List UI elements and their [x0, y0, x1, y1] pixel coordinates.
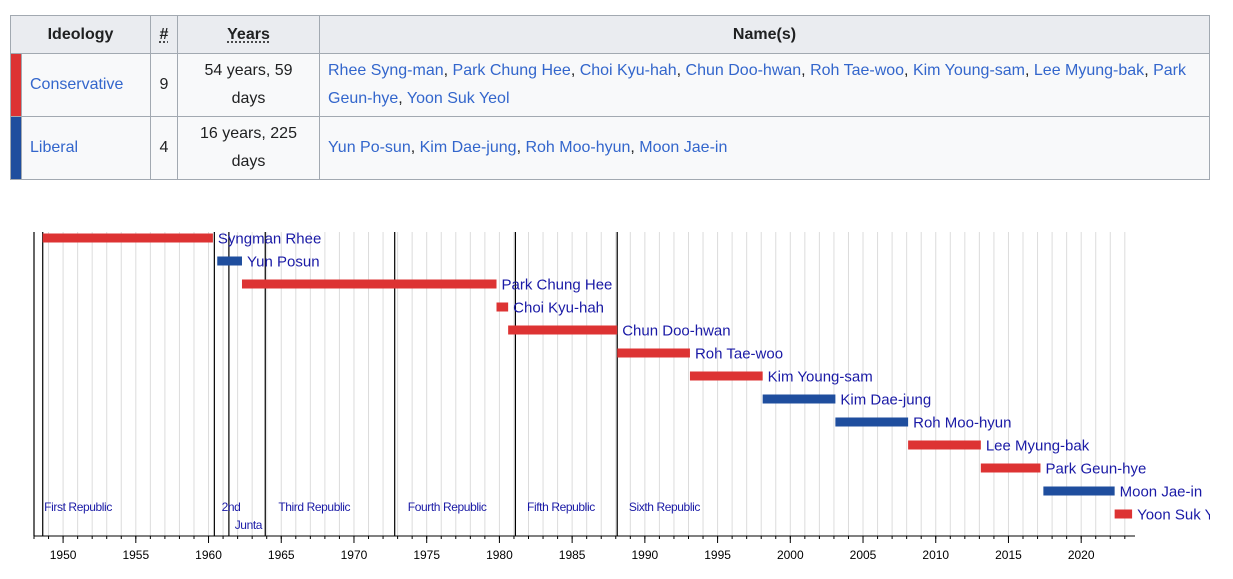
- era-label: 2nd: [222, 500, 241, 514]
- president-name-label: Yun Posun: [247, 254, 320, 271]
- presidents-timeline-chart: 1950 1955 1960 1965 1970 1975 1980 1985 1990 1995…: [33, 231, 1233, 562]
- era-label: Fifth Republic: [527, 500, 595, 514]
- count-cell: 9: [150, 53, 178, 117]
- col-ideology-header[interactable]: Ideology: [10, 15, 151, 54]
- col-count-header[interactable]: #: [150, 15, 178, 54]
- conservative-color-swatch: [10, 53, 22, 117]
- era-label: First Republic: [44, 500, 112, 514]
- x-tick-label: 1970: [341, 548, 368, 562]
- president-link[interactable]: Lee Myung-bak: [1033, 62, 1145, 79]
- president-link[interactable]: Choi Kyu-hah: [579, 62, 677, 79]
- president-term-bar: [1043, 486, 1115, 496]
- col-years-header[interactable]: Years: [177, 15, 320, 54]
- president-term-bar: [762, 394, 836, 404]
- president-name-label: Syngman Rhee: [218, 231, 321, 248]
- x-tick-label: 1975: [413, 548, 440, 562]
- x-tick-label: 2015: [995, 548, 1022, 562]
- president-term-bar: [241, 279, 497, 289]
- president-name-label: Roh Tae-woo: [695, 346, 783, 363]
- count-cell: 4: [150, 116, 178, 180]
- president-link[interactable]: Roh Tae-woo: [810, 62, 905, 79]
- president-term-bar: [508, 325, 618, 335]
- president-link[interactable]: Kim Dae-jung: [419, 139, 517, 156]
- x-tick-label: 1965: [268, 548, 295, 562]
- years-cell: 54 years, 59 days: [177, 53, 320, 117]
- table-row-conservative: Conservative 9 54 years, 59 days Rhee Sy…: [10, 53, 1210, 117]
- era-label: Third Republic: [278, 500, 350, 514]
- x-tick-label: 1995: [704, 548, 731, 562]
- president-term-bar: [217, 256, 242, 266]
- president-name-label: Kim Young-sam: [768, 369, 873, 386]
- president-link[interactable]: Park Chung Hee: [452, 62, 571, 79]
- x-tick-label: 1990: [632, 548, 659, 562]
- president-name-label: Yoon Suk Yeol: [1137, 507, 1233, 524]
- president-name-label: Roh Moo-hyun: [913, 415, 1011, 432]
- president-link[interactable]: Park Geun-hye: [328, 62, 1186, 107]
- liberal-color-swatch: [10, 116, 22, 180]
- president-term-bar: [1114, 509, 1133, 519]
- president-name-label: Chun Doo-hwan: [622, 323, 730, 340]
- table-header-row: Ideology # Years Name(s): [10, 15, 1210, 54]
- president-term-bar: [689, 371, 763, 381]
- x-tick-label: 1950: [50, 548, 77, 562]
- x-tick-label: 1980: [486, 548, 513, 562]
- x-tick-label: 2020: [1068, 548, 1095, 562]
- president-term-bar: [496, 302, 509, 312]
- president-link[interactable]: Yun Po-sun: [328, 139, 411, 156]
- names-cell: Rhee Syng-man, Park Chung Hee, Choi Kyu-…: [319, 53, 1210, 117]
- x-tick-label: 2010: [922, 548, 949, 562]
- president-link[interactable]: Rhee Syng-man: [328, 62, 444, 79]
- president-term-bar: [617, 348, 690, 358]
- x-tick-label: 2005: [850, 548, 877, 562]
- president-link[interactable]: Roh Moo-hyun: [525, 139, 631, 156]
- x-tick-label: 1955: [122, 548, 149, 562]
- president-link[interactable]: Chun Doo-hwan: [685, 62, 802, 79]
- president-name-label: Kim Dae-jung: [840, 392, 931, 409]
- era-label: Fourth Republic: [408, 500, 487, 514]
- president-term-bar: [980, 463, 1041, 473]
- president-name-label: Lee Myung-bak: [986, 438, 1090, 455]
- x-tick-label: 1985: [559, 548, 586, 562]
- president-name-label: Park Geun-hye: [1045, 461, 1146, 478]
- party-table: Ideology # Years Name(s) Conservative 9 …: [10, 15, 1210, 180]
- years-cell: 16 years, 225 days: [177, 116, 320, 180]
- x-tick-label: 1960: [195, 548, 222, 562]
- ideology-link-conservative[interactable]: Conservative: [21, 53, 151, 117]
- president-name-label: Moon Jae-in: [1120, 484, 1203, 501]
- president-term-bar: [42, 233, 213, 243]
- president-term-bar: [835, 417, 909, 427]
- era-label: Junta: [235, 518, 263, 532]
- president-name-label: Choi Kyu-hah: [513, 300, 604, 317]
- table-row-liberal: Liberal 4 16 years, 225 days Yun Po-sun,…: [10, 116, 1210, 180]
- president-link[interactable]: Moon Jae-in: [639, 139, 728, 156]
- president-link[interactable]: Kim Young-sam: [912, 62, 1025, 79]
- president-link[interactable]: Yoon Suk Yeol: [406, 90, 510, 107]
- era-label: Sixth Republic: [629, 500, 701, 514]
- ideology-link-liberal[interactable]: Liberal: [21, 116, 151, 180]
- president-term-bar: [908, 440, 981, 450]
- president-name-label: Park Chung Hee: [502, 277, 613, 294]
- x-tick-label: 2000: [777, 548, 804, 562]
- col-names-header[interactable]: Name(s): [319, 15, 1210, 54]
- names-cell: Yun Po-sun, Kim Dae-jung, Roh Moo-hyun, …: [319, 116, 1210, 180]
